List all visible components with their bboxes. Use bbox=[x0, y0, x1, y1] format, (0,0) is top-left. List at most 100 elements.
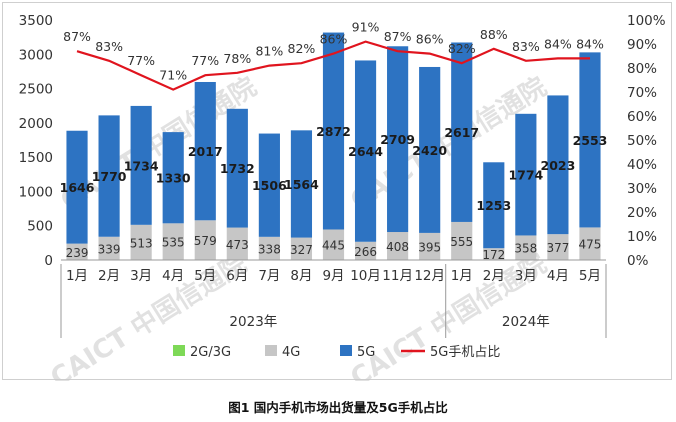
y-right-tick-label: 40% bbox=[627, 157, 657, 173]
line-point-label: 87% bbox=[384, 29, 412, 44]
line-point-label: 84% bbox=[544, 36, 572, 51]
y-right-tick-label: 60% bbox=[627, 109, 657, 125]
x-tick-label: 2月 bbox=[483, 268, 505, 284]
bar-5g-label: 2709 bbox=[380, 132, 415, 147]
bar-4g bbox=[290, 237, 313, 260]
bar-4g-label: 475 bbox=[579, 238, 602, 252]
y-right-tick-label: 0% bbox=[627, 253, 649, 269]
y-left-tick-label: 0 bbox=[44, 253, 53, 269]
bar-5g-label: 2617 bbox=[444, 125, 479, 140]
x-tick-label: 1月 bbox=[66, 268, 88, 284]
y-left-tick-label: 1000 bbox=[19, 184, 53, 200]
y-right-tick-label: 20% bbox=[627, 205, 657, 221]
y-right-tick-label: 80% bbox=[627, 61, 657, 77]
line-5g-share bbox=[76, 40, 590, 91]
bar-5g-label: 1330 bbox=[156, 171, 191, 186]
bar-5g-label: 1734 bbox=[124, 158, 159, 173]
bar-4g bbox=[66, 243, 88, 260]
y-right-tick-label: 90% bbox=[627, 37, 657, 53]
line-point-label: 77% bbox=[191, 53, 219, 68]
bar-5g-label: 1564 bbox=[284, 177, 319, 192]
x-tick-label: 7月 bbox=[258, 268, 280, 284]
bar-4g-label: 358 bbox=[514, 242, 537, 256]
bar-5g-label: 1774 bbox=[508, 168, 543, 183]
x-tick-label: 1月 bbox=[451, 268, 473, 284]
bar-4g-label: 395 bbox=[418, 240, 441, 254]
x-tick-label: 5月 bbox=[579, 268, 601, 284]
bar-4g bbox=[515, 235, 537, 260]
y-left-tick-label: 2500 bbox=[19, 82, 53, 98]
bar-5g bbox=[483, 162, 505, 249]
bar-5g bbox=[451, 42, 473, 222]
bar-4g-label: 535 bbox=[162, 236, 185, 250]
line-point-label: 87% bbox=[63, 29, 91, 44]
x-tick-label: 12月 bbox=[414, 268, 445, 284]
bar-4g bbox=[387, 232, 409, 260]
y-left-tick-label: 2000 bbox=[19, 116, 53, 132]
bar-4g-label: 445 bbox=[322, 239, 345, 253]
bar-5g-label: 2872 bbox=[316, 124, 351, 139]
legend-label: 2G/3G bbox=[190, 345, 231, 360]
bar-5g-label: 1646 bbox=[60, 180, 95, 195]
bar-5g bbox=[579, 52, 601, 228]
bar-5g bbox=[322, 32, 345, 230]
x-tick-label: 4月 bbox=[547, 268, 569, 284]
line-point-label: 84% bbox=[576, 36, 604, 51]
bar-4g-label: 408 bbox=[386, 240, 409, 254]
y-left-tick-label: 3000 bbox=[19, 47, 53, 63]
line-point-label: 82% bbox=[448, 41, 476, 56]
x-tick-label: 11月 bbox=[382, 268, 413, 284]
chart-frame: CAICT 中国信通院 CAICT 中国信通院 CAICT 中国信通院 CAICT 中… bbox=[2, 2, 672, 381]
bar-5g bbox=[387, 46, 409, 233]
bar-4g bbox=[162, 223, 184, 260]
bar-5g bbox=[66, 130, 88, 244]
bar-4g bbox=[419, 232, 441, 260]
line-point-label: 82% bbox=[288, 41, 316, 56]
bar-4g-label: 377 bbox=[546, 241, 569, 255]
x-tick-label: 10月 bbox=[350, 268, 381, 284]
x-tick-label: 6月 bbox=[226, 268, 248, 284]
y-right-tick-label: 50% bbox=[627, 133, 657, 149]
line-point-label: 78% bbox=[223, 51, 251, 66]
bar-4g-label: 555 bbox=[450, 235, 473, 249]
bar-4g bbox=[579, 227, 601, 260]
bar-4g bbox=[483, 248, 505, 260]
bar-5g bbox=[419, 66, 441, 233]
bar-4g-label: 327 bbox=[290, 243, 313, 257]
line-point-label: 86% bbox=[416, 32, 444, 47]
bar-5g bbox=[354, 60, 377, 242]
y-right-tick-label: 70% bbox=[627, 85, 657, 101]
bar-5g bbox=[515, 113, 537, 236]
x-tick-label: 9月 bbox=[322, 268, 344, 284]
bar-5g-label: 2553 bbox=[573, 133, 608, 148]
figure-caption: 图1 国内手机市场出货量及5G手机占比 bbox=[228, 400, 448, 415]
bar-4g bbox=[258, 236, 280, 260]
y-left-tick-label: 500 bbox=[27, 219, 53, 235]
bar-5g-label: 1506 bbox=[252, 178, 287, 193]
bar-4g-label: 579 bbox=[194, 234, 217, 248]
bar-4g bbox=[451, 221, 473, 260]
bar-4g-label: 239 bbox=[66, 246, 89, 260]
line-point-label: 88% bbox=[480, 27, 508, 42]
bar-4g-label: 266 bbox=[354, 245, 377, 259]
y-right-tick-label: 100% bbox=[627, 13, 666, 29]
x-tick-label: 5月 bbox=[194, 268, 216, 284]
line-point-label: 86% bbox=[320, 32, 348, 47]
bar-5g bbox=[290, 130, 313, 238]
y-left-tick-label: 1500 bbox=[19, 150, 53, 166]
bar-4g bbox=[226, 227, 248, 260]
bar-5g-label: 2420 bbox=[412, 143, 447, 158]
bar-4g-label: 338 bbox=[258, 242, 281, 256]
legend-swatch bbox=[265, 345, 277, 356]
legend-swatch bbox=[340, 345, 352, 356]
legend-label: 5G bbox=[357, 345, 375, 360]
bar-5g bbox=[226, 108, 248, 228]
bar-4g bbox=[98, 236, 120, 260]
bar-5g bbox=[162, 132, 184, 224]
x-tick-label: 4月 bbox=[162, 268, 184, 284]
bar-5g-label: 2023 bbox=[541, 158, 576, 173]
bar-5g bbox=[98, 115, 120, 237]
year-group-label: 2024年 bbox=[502, 314, 550, 330]
y-left-tick-label: 3500 bbox=[19, 13, 53, 29]
